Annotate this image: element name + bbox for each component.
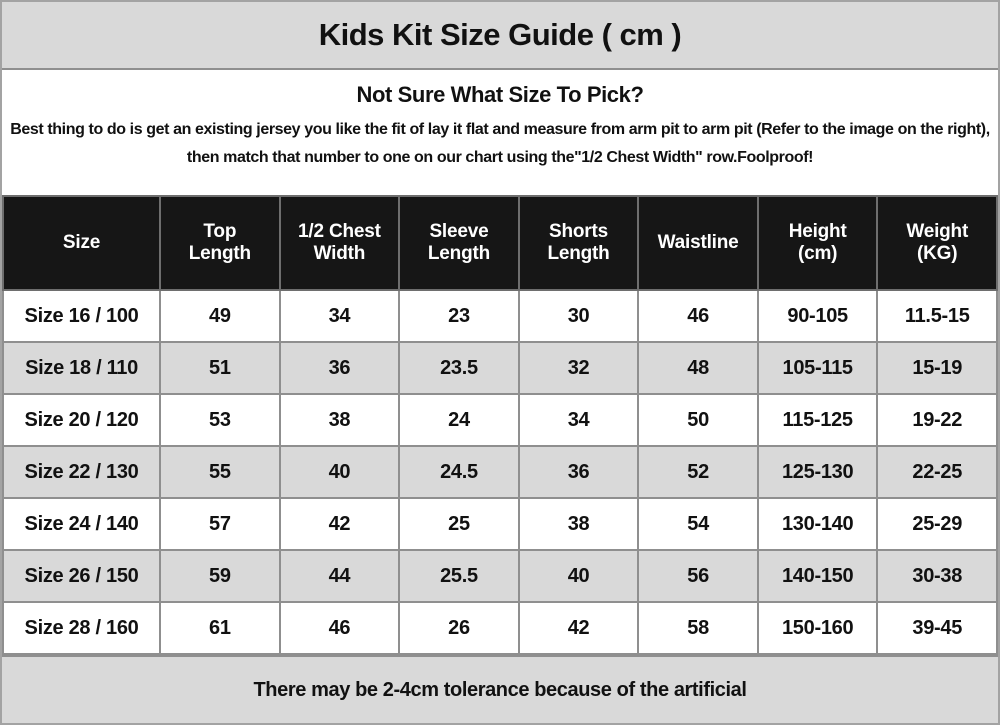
column-header-shorts-length: Shorts Length [517,195,640,291]
value-cell: 25 [398,497,520,551]
footer-note: There may be 2-4cm tolerance because of … [253,678,747,701]
value-cell: 140-150 [756,549,879,603]
size-label-cell: Size 24 / 140 [1,497,162,551]
table-row-size-16-100: Size 16 / 100 49 34 23 30 46 90-105 11.5-15 [1,289,998,343]
size-label-cell: Size 22 / 130 [1,445,162,499]
column-header-size: Size [1,195,162,291]
value-cell: 19-22 [876,393,998,447]
value-cell: 24.5 [398,445,520,499]
column-header-1-2-chest-width: 1/2 Chest Width [278,195,401,291]
value-cell: 61 [159,601,281,655]
value-cell: 23.5 [398,341,520,395]
value-cell: 40 [278,445,401,499]
value-cell: 58 [637,601,759,655]
value-cell: 25.5 [398,549,520,603]
title-bar: Kids Kit Size Guide ( cm ) [2,2,998,70]
intro-body: Best thing to do is get an existing jers… [10,121,990,166]
value-cell: 15-19 [876,341,998,395]
size-label-cell: Size 18 / 110 [1,341,162,395]
value-cell: 105-115 [756,341,879,395]
value-cell: 54 [637,497,759,551]
value-cell: 46 [637,289,759,343]
value-cell: 49 [159,289,281,343]
value-cell: 115-125 [756,393,879,447]
value-cell: 59 [159,549,281,603]
value-cell: 130-140 [756,497,879,551]
value-cell: 32 [517,341,640,395]
size-label-cell: Size 20 / 120 [1,393,162,447]
table-row-size-28-160: Size 28 / 160 61 46 26 42 58 150-160 39-45 [1,601,998,655]
table-row-size-22-130: Size 22 / 130 55 40 24.5 36 52 125-130 22-25 [1,445,998,499]
value-cell: 90-105 [756,289,879,343]
value-cell: 30 [517,289,640,343]
table-row-size-20-120: Size 20 / 120 53 38 24 34 50 115-125 19-22 [1,393,998,447]
value-cell: 39-45 [876,601,998,655]
value-cell: 38 [517,497,640,551]
value-cell: 30-38 [876,549,998,603]
value-cell: 36 [278,341,401,395]
size-table-header: Size Top Length 1/2 Chest Width Sleeve Leng… [1,195,998,291]
size-label-cell: Size 28 / 160 [1,601,162,655]
size-guide-table: Size Top Length 1/2 Chest Width Sleeve Leng… [1,195,998,655]
value-cell: 38 [278,393,401,447]
intro-section: Not Sure What Size To Pick? Best thing t… [2,70,998,195]
size-label-cell: Size 16 / 100 [1,289,162,343]
value-cell: 56 [637,549,759,603]
value-cell: 52 [637,445,759,499]
footer-note-bar: There may be 2-4cm tolerance because of … [2,655,998,723]
column-header-height-cm: Height (cm) [756,195,879,291]
value-cell: 46 [278,601,401,655]
value-cell: 36 [517,445,640,499]
value-cell: 51 [159,341,281,395]
value-cell: 53 [159,393,281,447]
column-header-sleeve-length: Sleeve Length [398,195,520,291]
value-cell: 50 [637,393,759,447]
column-header-weight-kg: Weight (KG) [876,195,998,291]
value-cell: 125-130 [756,445,879,499]
table-row-size-26-150: Size 26 / 150 59 44 25.5 40 56 140-150 30-38 [1,549,998,603]
value-cell: 25-29 [876,497,998,551]
value-cell: 57 [159,497,281,551]
value-cell: 40 [517,549,640,603]
value-cell: 55 [159,445,281,499]
value-cell: 44 [278,549,401,603]
size-label-cell: Size 26 / 150 [1,549,162,603]
header-row: Size Top Length 1/2 Chest Width Sleeve Leng… [1,195,998,291]
table-row-size-24-140: Size 24 / 140 57 42 25 38 54 130-140 25-29 [1,497,998,551]
table-row-size-18-110: Size 18 / 110 51 36 23.5 32 48 105-115 15-19 [1,341,998,395]
page-title: Kids Kit Size Guide ( cm ) [318,17,682,52]
column-header-top-length: Top Length [159,195,281,291]
value-cell: 34 [278,289,401,343]
value-cell: 24 [398,393,520,447]
value-cell: 48 [637,341,759,395]
intro-heading: Not Sure What Size To Pick? [356,82,644,107]
value-cell: 150-160 [756,601,879,655]
value-cell: 42 [517,601,640,655]
value-cell: 26 [398,601,520,655]
value-cell: 23 [398,289,520,343]
value-cell: 42 [278,497,401,551]
value-cell: 34 [517,393,640,447]
column-header-waistline: Waistline [637,195,759,291]
size-table-body: Size 16 / 100 49 34 23 30 46 90-105 11.5-15 Size… [1,289,998,655]
value-cell: 11.5-15 [876,289,998,343]
value-cell: 22-25 [876,445,998,499]
